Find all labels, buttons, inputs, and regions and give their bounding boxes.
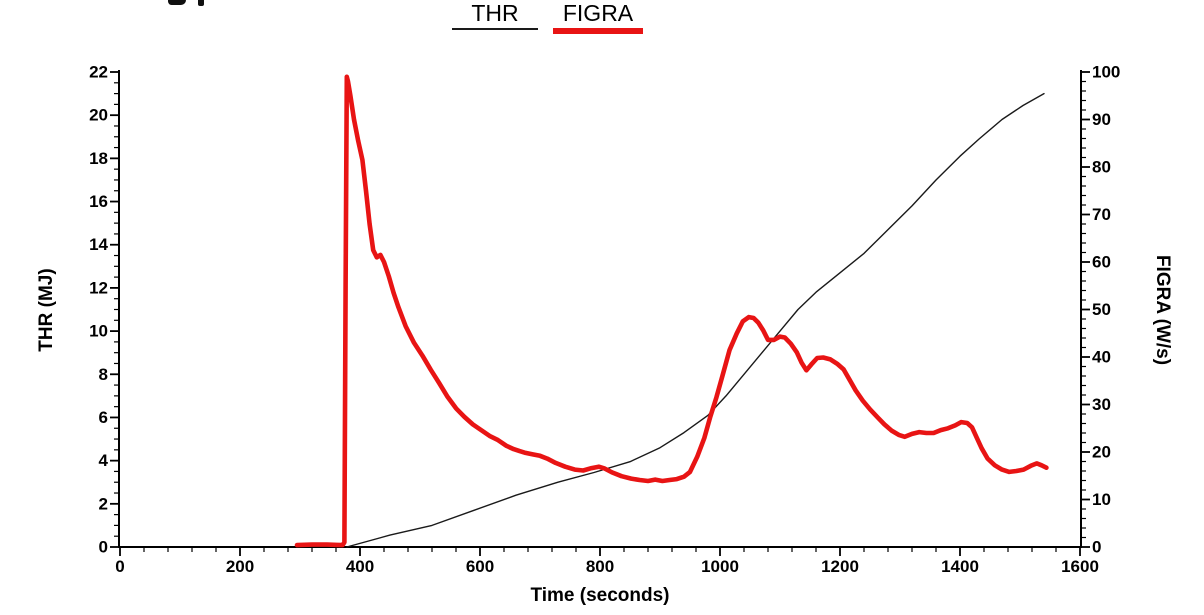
series-curve-thr <box>346 92 1045 548</box>
y-left-axis-title: THR (MJ) <box>36 268 57 351</box>
y-left-tick-label: 8 <box>99 365 108 384</box>
legend: THR FIGRA <box>452 1 643 34</box>
series-curve-figra <box>294 74 1049 548</box>
x-axis-tick-label: 0 <box>115 557 124 576</box>
y-right-tick-label: 20 <box>1092 443 1111 462</box>
y-left-tick-label: 0 <box>99 538 108 557</box>
cropped-letter-descender <box>198 0 204 6</box>
x-axis-tick-label: 1000 <box>701 557 739 576</box>
x-axis-tick-label: 200 <box>226 557 254 576</box>
y-right-tick-label: 0 <box>1092 538 1101 557</box>
x-axis-tick-label: 1400 <box>941 557 979 576</box>
y-right-tick-label: 30 <box>1092 395 1111 414</box>
legend-swatch-figra-line <box>553 28 643 34</box>
x-axis-tick-label: 1200 <box>821 557 859 576</box>
y-right-tick-label: 10 <box>1092 490 1111 509</box>
x-axis-tick-label: 400 <box>346 557 374 576</box>
y-left-tick-label: 16 <box>89 192 108 211</box>
y-right-axis-title: FIGRA (W/s) <box>1152 255 1173 365</box>
legend-label-thr: THR <box>471 0 519 26</box>
legend-item-thr: THR <box>452 1 538 30</box>
x-axis-tick-label: 800 <box>586 557 614 576</box>
x-axis-tick-label: 600 <box>466 557 494 576</box>
x-axis-tick-label: 1600 <box>1061 557 1099 576</box>
y-right-tick-label: 40 <box>1092 348 1111 367</box>
y-left-tick-label: 18 <box>89 149 108 168</box>
y-left-tick-label: 4 <box>99 451 109 470</box>
y-right-tick-label: 60 <box>1092 253 1111 272</box>
legend-item-figra: FIGRA <box>553 1 643 34</box>
y-right-tick-label: 70 <box>1092 205 1111 224</box>
y-right-tick-label: 100 <box>1092 63 1120 82</box>
y-right-tick-label: 80 <box>1092 158 1111 177</box>
x-axis-title: Time (seconds) <box>530 585 669 606</box>
y-right-tick-label: 50 <box>1092 300 1111 319</box>
y-left-tick-label: 6 <box>99 408 108 427</box>
y-left-tick-label: 22 <box>89 63 108 82</box>
legend-swatch-thr-line <box>452 28 538 30</box>
cropped-letter-descender <box>168 0 186 5</box>
y-left-tick-label: 12 <box>89 278 108 297</box>
y-left-tick-label: 10 <box>89 322 108 341</box>
y-left-tick-label: 2 <box>99 494 108 513</box>
y-left-tick-label: 20 <box>89 106 108 125</box>
y-right-tick-label: 90 <box>1092 110 1111 129</box>
legend-label-figra: FIGRA <box>562 0 634 26</box>
y-left-tick-label: 14 <box>89 235 108 254</box>
